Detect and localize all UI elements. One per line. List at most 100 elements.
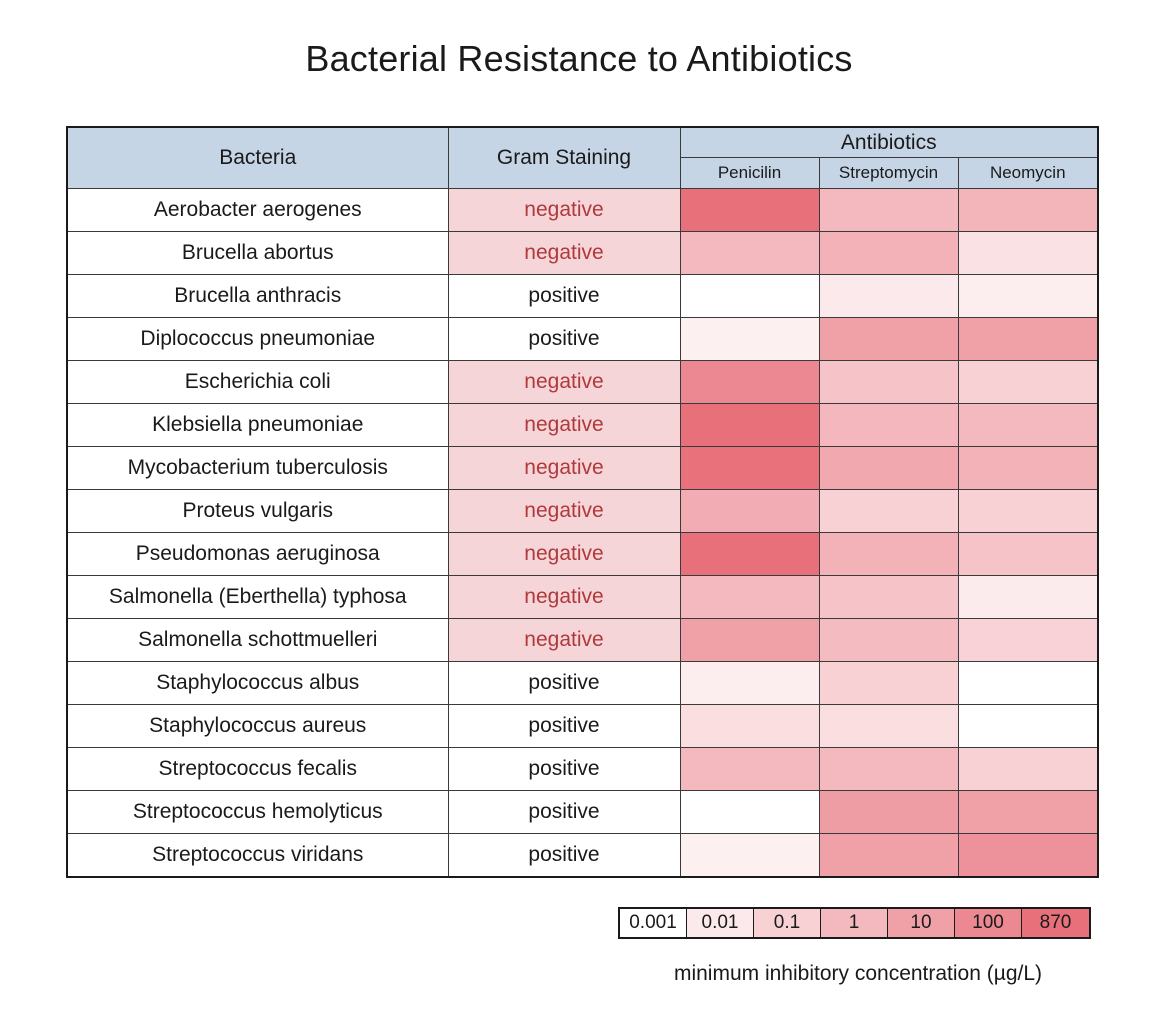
mic-cell-penicilin [679, 274, 820, 318]
mic-cell-penicilin [679, 704, 820, 748]
bacteria-name: Brucella abortus [66, 231, 449, 275]
mic-cell-streptomycin [818, 833, 959, 878]
bacteria-header: Bacteria [66, 126, 449, 189]
gram-staining-value: negative [447, 532, 681, 576]
mic-cell-penicilin [679, 575, 820, 619]
table-row: Aerobacter aerogenes negative [66, 188, 1099, 232]
mic-cell-neomycin [957, 403, 1099, 447]
mic-cell-neomycin [957, 747, 1099, 791]
gram-staining-value: negative [447, 618, 681, 662]
mic-cell-penicilin [679, 618, 820, 662]
color-legend: 0.001 0.01 0.1 1 10 100 870 [618, 907, 1091, 939]
mic-cell-streptomycin [818, 489, 959, 533]
mic-cell-penicilin [679, 532, 820, 576]
mic-cell-penicilin [679, 833, 820, 878]
mic-cell-penicilin [679, 661, 820, 705]
table-row: Staphylococcus albus positive [66, 661, 1099, 705]
gram-staining-value: negative [447, 188, 681, 232]
mic-cell-streptomycin [818, 618, 959, 662]
table-row: Salmonella (Eberthella) typhosa negative [66, 575, 1099, 619]
table-row: Escherichia coli negative [66, 360, 1099, 404]
mic-cell-streptomycin [818, 704, 959, 748]
gram-staining-value: positive [447, 661, 681, 705]
table-row: Pseudomonas aeruginosa negative [66, 532, 1099, 576]
mic-cell-streptomycin [818, 575, 959, 619]
mic-cell-penicilin [679, 747, 820, 791]
bacteria-name: Brucella anthracis [66, 274, 449, 318]
mic-cell-neomycin [957, 274, 1099, 318]
mic-cell-streptomycin [818, 188, 959, 232]
gram-staining-value: negative [447, 360, 681, 404]
mic-cell-penicilin [679, 317, 820, 361]
mic-cell-streptomycin [818, 661, 959, 705]
legend-swatch: 1 [821, 909, 888, 937]
mic-cell-neomycin [957, 790, 1099, 834]
mic-cell-neomycin [957, 618, 1099, 662]
bacteria-name: Proteus vulgaris [66, 489, 449, 533]
mic-cell-penicilin [679, 360, 820, 404]
legend-swatch: 0.001 [620, 909, 687, 937]
mic-cell-neomycin [957, 188, 1099, 232]
table-row: Mycobacterium tuberculosis negative [66, 446, 1099, 490]
antibiotics-group-header: Antibiotics [679, 126, 1099, 158]
mic-cell-penicilin [679, 403, 820, 447]
mic-cell-streptomycin [818, 446, 959, 490]
bacteria-name: Streptococcus fecalis [66, 747, 449, 791]
table-row: Streptococcus viridans positive [66, 833, 1099, 878]
table-row: Staphylococcus aureus positive [66, 704, 1099, 748]
bacteria-name: Klebsiella pneumoniae [66, 403, 449, 447]
gram-staining-value: negative [447, 446, 681, 490]
antibiotic-header-neomycin: Neomycin [957, 157, 1099, 189]
mic-table-body: Aerobacter aerogenes negative Brucella abo… [66, 188, 1099, 878]
bacteria-name: Aerobacter aerogenes [66, 188, 449, 232]
table-row: Brucella abortus negative [66, 231, 1099, 275]
bacteria-name: Staphylococcus aureus [66, 704, 449, 748]
mic-cell-penicilin [679, 446, 820, 490]
gram-staining-value: positive [447, 317, 681, 361]
table-row: Streptococcus fecalis positive [66, 747, 1099, 791]
mic-cell-neomycin [957, 532, 1099, 576]
mic-table: Bacteria Gram Staining Antibiotics Penic… [66, 126, 1099, 878]
bacteria-name: Salmonella schottmuelleri [66, 618, 449, 662]
mic-cell-streptomycin [818, 532, 959, 576]
gram-staining-value: negative [447, 489, 681, 533]
gram-staining-value: positive [447, 790, 681, 834]
gram-staining-value: positive [447, 274, 681, 318]
mic-cell-neomycin [957, 489, 1099, 533]
mic-cell-penicilin [679, 231, 820, 275]
table-row: Streptococcus hemolyticus positive [66, 790, 1099, 834]
mic-cell-neomycin [957, 231, 1099, 275]
mic-cell-penicilin [679, 188, 820, 232]
mic-cell-neomycin [957, 360, 1099, 404]
mic-cell-streptomycin [818, 274, 959, 318]
gram-staining-value: positive [447, 747, 681, 791]
gram-staining-value: negative [447, 403, 681, 447]
mic-cell-neomycin [957, 704, 1099, 748]
bacteria-name: Escherichia coli [66, 360, 449, 404]
bacteria-name: Mycobacterium tuberculosis [66, 446, 449, 490]
legend-swatch: 100 [955, 909, 1022, 937]
mic-cell-neomycin [957, 833, 1099, 878]
mic-cell-penicilin [679, 489, 820, 533]
bacteria-name: Streptococcus viridans [66, 833, 449, 878]
bacteria-name: Diplococcus pneumoniae [66, 317, 449, 361]
legend-swatch: 10 [888, 909, 955, 937]
mic-cell-neomycin [957, 575, 1099, 619]
antibiotic-header-streptomycin: Streptomycin [818, 157, 959, 189]
table-row: Diplococcus pneumoniae positive [66, 317, 1099, 361]
mic-cell-neomycin [957, 446, 1099, 490]
mic-cell-streptomycin [818, 360, 959, 404]
mic-cell-streptomycin [818, 403, 959, 447]
bacteria-name: Pseudomonas aeruginosa [66, 532, 449, 576]
gram-staining-value: negative [447, 575, 681, 619]
gram-header: Gram Staining [447, 126, 681, 189]
legend-swatch: 0.01 [687, 909, 754, 937]
gram-staining-value: positive [447, 833, 681, 878]
legend-label: minimum inhibitory concentration (µg/L) [673, 962, 1043, 985]
table-row: Salmonella schottmuelleri negative [66, 618, 1099, 662]
bacteria-name: Streptococcus hemolyticus [66, 790, 449, 834]
table-row: Brucella anthracis positive [66, 274, 1099, 318]
mic-cell-streptomycin [818, 747, 959, 791]
mic-cell-neomycin [957, 317, 1099, 361]
mic-cell-streptomycin [818, 231, 959, 275]
